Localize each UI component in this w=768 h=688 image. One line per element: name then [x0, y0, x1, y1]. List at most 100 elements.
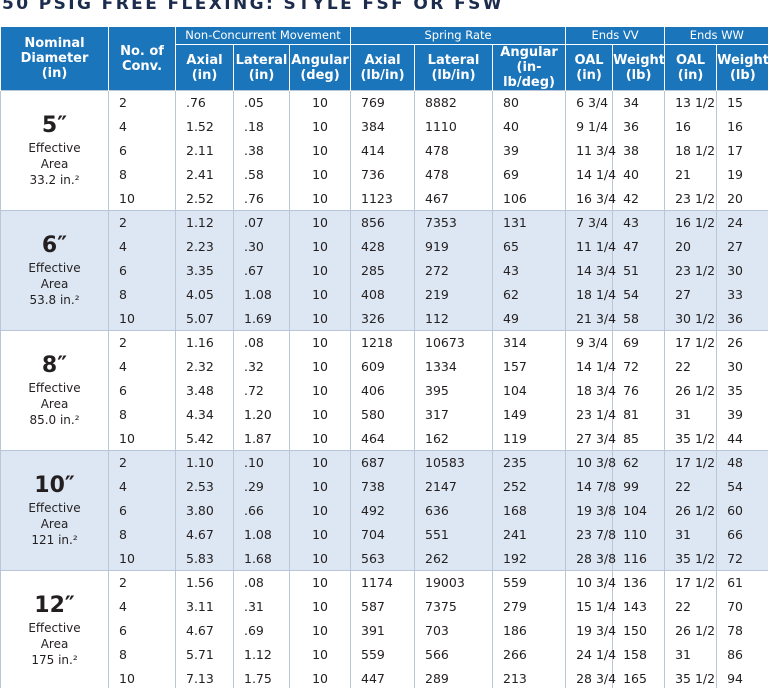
- size-group: 8″ Effective Area 85.0 in.² 2 1.16.08 10 1218 10…: [0, 329, 768, 451]
- cell: 30: [716, 354, 768, 379]
- cell: 23 7/8: [565, 522, 616, 547]
- cell: 21: [664, 162, 717, 187]
- cell: 559: [350, 642, 415, 667]
- cell: 1.87: [233, 426, 290, 451]
- cell: 2.53: [175, 474, 234, 499]
- cell: 738: [350, 474, 415, 499]
- size-group: 12″ Effective Area 175 in.² 2 1.56.08 10 1174 19…: [0, 569, 768, 688]
- cell: 1.12: [233, 642, 290, 667]
- cell: 559: [492, 569, 566, 595]
- header-line: (in): [248, 67, 275, 83]
- cell: 1.56: [175, 569, 234, 595]
- cell: 478: [414, 138, 493, 163]
- cell: 10: [108, 306, 176, 331]
- cell: .10: [233, 449, 290, 475]
- cell: 10: [288, 449, 351, 475]
- header-line: OAL: [676, 52, 706, 68]
- nominal-size: 6″: [41, 233, 68, 259]
- cell: 6: [108, 138, 176, 163]
- cell: 4: [108, 474, 176, 499]
- cell: 4.05: [175, 282, 234, 307]
- cell: 1.20: [233, 402, 290, 427]
- data-row: 6″ Effective Area 53.8 in.² 2 1.12.07 10 856 735…: [0, 209, 768, 331]
- area-label: Effective: [28, 141, 81, 156]
- cell: 14 3/4: [565, 258, 616, 283]
- cell: 49: [492, 306, 566, 331]
- cell: 23 1/4: [565, 402, 616, 427]
- cell: 23 1/2: [664, 258, 717, 283]
- cell: 279: [492, 594, 566, 619]
- header-line: Axial: [186, 52, 223, 68]
- cell: 5.42: [175, 426, 234, 451]
- column-header: OAL (in): [664, 44, 717, 91]
- cell: 85: [612, 426, 665, 451]
- header-line: Diameter: [20, 51, 89, 66]
- cell: 6: [108, 378, 176, 403]
- cell: 18 1/4: [565, 282, 616, 307]
- cell: 5.83: [175, 546, 234, 571]
- header-row: Nominal Diameter (in) No. of Conv. Non-Concur…: [0, 27, 768, 91]
- size-group: 6″ Effective Area 53.8 in.² 2 1.12.07 10 856 735…: [0, 209, 768, 331]
- cell: 34: [612, 89, 665, 115]
- cell: 636: [414, 498, 493, 523]
- cell: 26: [716, 329, 768, 355]
- column-header: Lateral (in): [233, 44, 290, 91]
- size-cell: 5″ Effective Area 33.2 in.²: [0, 90, 109, 211]
- cell: 1218: [350, 329, 415, 355]
- column-header: OAL (in): [565, 44, 613, 91]
- cell: 10: [288, 569, 351, 595]
- cell: 7353: [414, 209, 493, 235]
- cell: 856: [350, 209, 415, 235]
- cell: 447: [350, 666, 415, 688]
- cell: 58: [612, 306, 665, 331]
- column-header: Axial (lb/in): [350, 44, 415, 91]
- cell: 80: [492, 89, 566, 115]
- area-value: 175 in.²: [31, 653, 78, 668]
- cell: 285: [350, 258, 415, 283]
- cell: 66: [716, 522, 768, 547]
- cell: 19 3/8: [565, 498, 616, 523]
- cell: .72: [233, 378, 290, 403]
- cell: 10 3/8: [565, 449, 616, 475]
- cell: 241: [492, 522, 566, 547]
- cell: 186: [492, 618, 566, 643]
- cell: 131: [492, 209, 566, 235]
- cell: 391: [350, 618, 415, 643]
- column-header: Angular (in-lb/deg): [492, 44, 566, 91]
- cell: 51: [612, 258, 665, 283]
- data-row: 10 7.13 1.75 10 447 289 213 28 3/4 165 35 1/2 94: [1, 666, 768, 688]
- cell: 16: [716, 114, 768, 139]
- cell: 44: [716, 426, 768, 451]
- area-value: 121 in.²: [31, 533, 78, 548]
- cell: 7 3/4: [565, 209, 613, 235]
- data-row: 4 3.11.31 10 587 7375 279 15 1/4 143 22 70: [1, 594, 768, 619]
- cell: 10: [288, 474, 351, 499]
- cell: 24 1/4: [565, 642, 616, 667]
- header-line: Weight: [717, 52, 768, 68]
- cell: 17: [716, 138, 768, 163]
- cell: 162: [414, 426, 493, 451]
- area-value: 33.2 in.²: [29, 173, 80, 188]
- cell: 4.34: [175, 402, 234, 427]
- nominal-size: 10″: [34, 473, 75, 499]
- header-line: Angular: [500, 45, 558, 60]
- data-row: 10 5.83 1.68 10 563 262 192 28 3/8 116 35 1/2 72: [1, 546, 768, 571]
- cell: .29: [233, 474, 290, 499]
- cell: 1334: [414, 354, 493, 379]
- cell: 1.52: [175, 114, 234, 139]
- size-cell: 12″ Effective Area 175 in.²: [0, 569, 109, 688]
- cell: 580: [350, 402, 415, 427]
- cell: 5.71: [175, 642, 234, 667]
- cell: 2: [108, 209, 176, 235]
- cell: 1.16: [175, 329, 234, 355]
- cell: 406: [350, 378, 415, 403]
- cell: 104: [612, 498, 665, 523]
- cell: 1.69: [233, 306, 290, 331]
- cell: 27 3/4: [565, 426, 616, 451]
- cell: 22: [664, 354, 717, 379]
- cell: 10: [288, 642, 351, 667]
- cell: 72: [716, 546, 768, 571]
- cell: 769: [350, 89, 415, 115]
- cell: 704: [350, 522, 415, 547]
- cell: .76: [175, 89, 234, 115]
